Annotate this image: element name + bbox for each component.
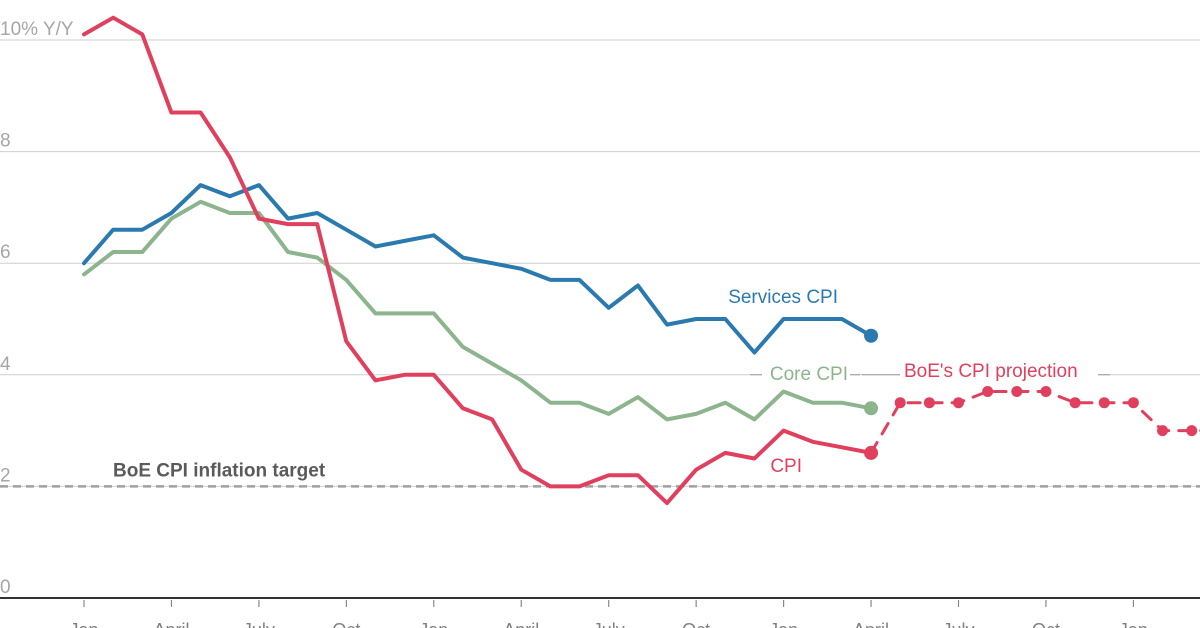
x-tick-label-oct: Oct [332, 620, 360, 628]
point-boe-s-cpi-projection [1186, 425, 1198, 437]
x-tick-label-jan: Jan [69, 620, 98, 628]
series-line-boe-s-cpi-projection [869, 390, 1200, 455]
y-tick-label-10-y-y: 10% Y/Y [0, 19, 74, 40]
target-reference-label: BoE CPI inflation target [113, 460, 326, 481]
series-line-services-cpi [82, 183, 873, 355]
y-tick-label-6: 6 [0, 242, 11, 263]
grid-layer: 10% Y/Y 8 6 4 2 0 [0, 19, 1200, 598]
point-boe-s-cpi-projection [1127, 397, 1139, 409]
label-layer: Services CPI Core CPI CPI BoE's CPI project… [728, 287, 1110, 477]
y-tick-label-4: 4 [0, 354, 11, 375]
label-backing-core-cpi [762, 362, 850, 386]
x-tick-label-april: April [153, 620, 189, 628]
x-tick-label-oct: Oct [682, 620, 710, 628]
y-tick-label-8: 8 [0, 131, 11, 152]
x-tick-label-oct: Oct [1032, 620, 1060, 628]
x-axis: Jan April July Oct Jan April July Oct Jan April Ju… [0, 597, 1200, 628]
series-label-services-cpi: Services CPI [728, 287, 838, 308]
point-boe-s-cpi-projection [923, 397, 935, 409]
x-tick-label-april: April [503, 620, 539, 628]
series-line-cpi [82, 15, 873, 506]
point-boe-s-cpi-projection [1011, 386, 1023, 398]
series-label-boe-s-cpi-projection: BoE's CPI projection [904, 361, 1078, 382]
y-tick-label-2: 2 [0, 465, 11, 486]
label-backing-boe-s-cpi-projection [900, 359, 1098, 383]
end-marker-core-cpi [864, 401, 879, 416]
point-boe-s-cpi-projection [1069, 397, 1081, 409]
point-boe-s-cpi-projection [982, 386, 994, 398]
series-label-cpi: CPI [770, 456, 802, 477]
x-tick-label-jan: Jan [1119, 620, 1148, 628]
x-tick-label-july: July [243, 620, 275, 628]
x-tick-label-jan: Jan [769, 620, 798, 628]
point-boe-s-cpi-projection [1098, 397, 1110, 409]
x-tick-label-july: July [593, 620, 625, 628]
x-tick-label-april: April [853, 620, 889, 628]
x-tick-label-jan: Jan [419, 620, 448, 628]
series-layer [82, 15, 1200, 506]
point-boe-s-cpi-projection [1040, 386, 1052, 398]
end-marker-services-cpi [864, 328, 879, 343]
series-line-core-cpi [82, 199, 873, 422]
y-tick-label-0: 0 [0, 577, 11, 598]
point-boe-s-cpi-projection [1157, 425, 1169, 437]
point-boe-s-cpi-projection [953, 397, 964, 409]
x-tick-label-july: July [942, 620, 974, 628]
series-label-core-cpi: Core CPI [770, 364, 848, 385]
reference-line-layer: BoE CPI inflation target [0, 460, 1200, 488]
point-boe-s-cpi-projection [894, 397, 906, 409]
